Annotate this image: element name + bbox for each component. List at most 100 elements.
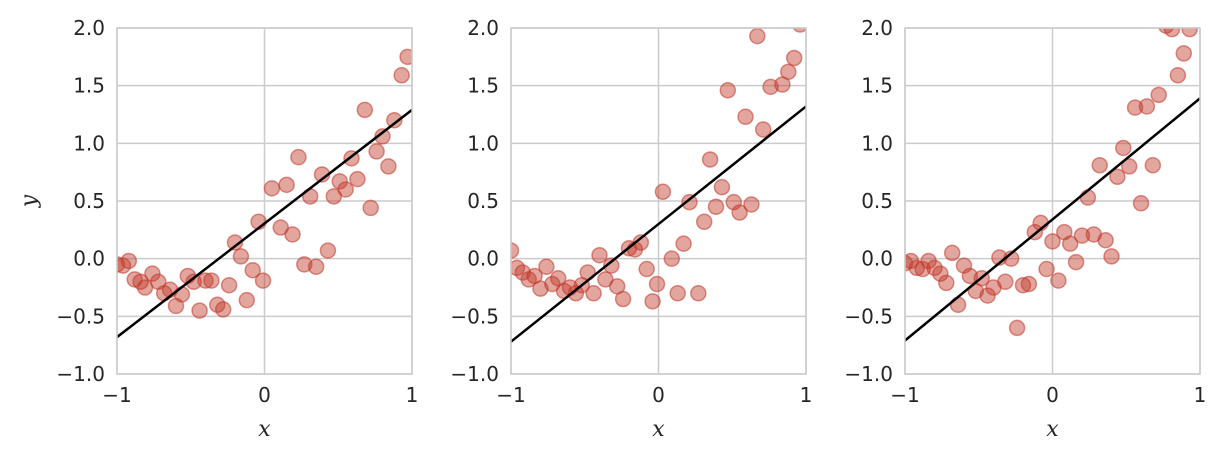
data-point (362, 199, 379, 217)
data-point (173, 286, 191, 303)
data-point (754, 121, 772, 138)
data-point (780, 63, 797, 81)
x-tick-label: −1 (102, 383, 131, 407)
y-tick-label: 1.0 (861, 131, 893, 155)
data-point (399, 48, 412, 66)
data-point (737, 108, 754, 126)
data-point (949, 296, 967, 314)
x-axis-label: x (1046, 417, 1059, 442)
data-point (1163, 28, 1181, 38)
y-tick-label: 2.0 (861, 16, 893, 40)
data-point (1061, 235, 1079, 252)
data-point (538, 258, 555, 275)
data-point (719, 82, 737, 99)
data-point (1050, 272, 1067, 289)
data-point (284, 226, 301, 243)
data-point (349, 170, 366, 188)
data-point (731, 204, 748, 221)
data-point (792, 28, 806, 33)
data-point (1038, 260, 1055, 278)
data-point (1073, 227, 1091, 244)
data-point (1014, 276, 1032, 294)
data-point (675, 235, 692, 252)
y-tick-label: −0.5 (844, 304, 893, 328)
y-tick-label: −1.0 (844, 362, 893, 386)
y-tick-label: 0.0 (467, 247, 499, 271)
data-point (938, 274, 955, 292)
data-point (1132, 195, 1150, 212)
y-tick-label: 1.0 (73, 131, 105, 155)
y-axis-label: y (17, 194, 42, 208)
y-tick-label: 0.0 (861, 247, 893, 271)
data-point (644, 293, 661, 310)
data-points (905, 28, 1198, 337)
data-point (1091, 156, 1108, 174)
data-point (695, 213, 713, 231)
y-tick-label: 1.0 (467, 131, 499, 155)
y-tick-label: 0.0 (73, 247, 105, 271)
data-point (648, 275, 666, 293)
data-point (1175, 45, 1193, 62)
data-point (707, 198, 725, 216)
y-tick-label: 0.5 (467, 189, 499, 213)
data-point (749, 28, 766, 45)
data-point (1115, 139, 1132, 157)
data-point (1008, 319, 1026, 337)
data-point (926, 259, 943, 277)
subplot-3: −1.0 −0.5 0.0 0.5 1.0 1.5 2.0 −1 0 1 x (844, 16, 1206, 442)
data-point (1150, 86, 1167, 104)
data-point (380, 158, 397, 175)
x-tick-label: 0 (1046, 383, 1059, 407)
data-point (337, 181, 354, 198)
x-tick-label: −1 (890, 383, 919, 407)
data-point (585, 285, 602, 302)
data-point (278, 176, 295, 194)
data-point (226, 234, 244, 251)
data-point (1138, 98, 1156, 115)
plot-frame (116, 27, 413, 375)
data-point (669, 285, 686, 302)
x-tick-label: 1 (406, 383, 419, 407)
subplot-2: −1.0 −0.5 0.0 0.5 1.0 1.5 2.0 −1 0 1 x (450, 16, 812, 442)
data-point (1103, 248, 1120, 265)
data-point (943, 244, 961, 262)
x-tick-label: −1 (496, 383, 525, 407)
x-tick-label: 0 (258, 383, 271, 407)
data-point (238, 291, 256, 309)
y-tick-label: −1.0 (56, 362, 105, 386)
data-point (1169, 67, 1187, 84)
data-point (374, 128, 391, 145)
data-point (690, 285, 707, 302)
y-tick-label: 1.5 (467, 74, 499, 98)
x-tick-label: 0 (652, 383, 665, 407)
data-point (117, 256, 126, 273)
fit-line (511, 105, 806, 343)
data-point (185, 273, 202, 290)
data-point (1181, 28, 1198, 38)
data-point (1126, 99, 1144, 116)
data-point (214, 301, 232, 318)
data-point (191, 302, 208, 319)
data-point (232, 248, 250, 265)
data-point (932, 265, 949, 282)
y-tick-label: 1.5 (861, 74, 893, 98)
data-point (1144, 156, 1162, 174)
data-point (654, 183, 672, 201)
x-tick-label: 1 (800, 383, 813, 407)
data-point (1067, 253, 1085, 271)
data-point (290, 148, 307, 166)
data-point (307, 258, 325, 275)
y-tick-label: 0.5 (861, 189, 893, 213)
y-tick-label: −0.5 (450, 304, 499, 328)
data-point (614, 290, 632, 308)
data-point (386, 112, 403, 129)
data-point (681, 193, 698, 211)
data-point (356, 101, 374, 119)
plot-frame (510, 27, 807, 375)
data-point (1120, 158, 1138, 175)
data-point (244, 261, 261, 279)
data-point (743, 196, 760, 213)
data-point (603, 257, 620, 274)
data-point (713, 178, 731, 196)
